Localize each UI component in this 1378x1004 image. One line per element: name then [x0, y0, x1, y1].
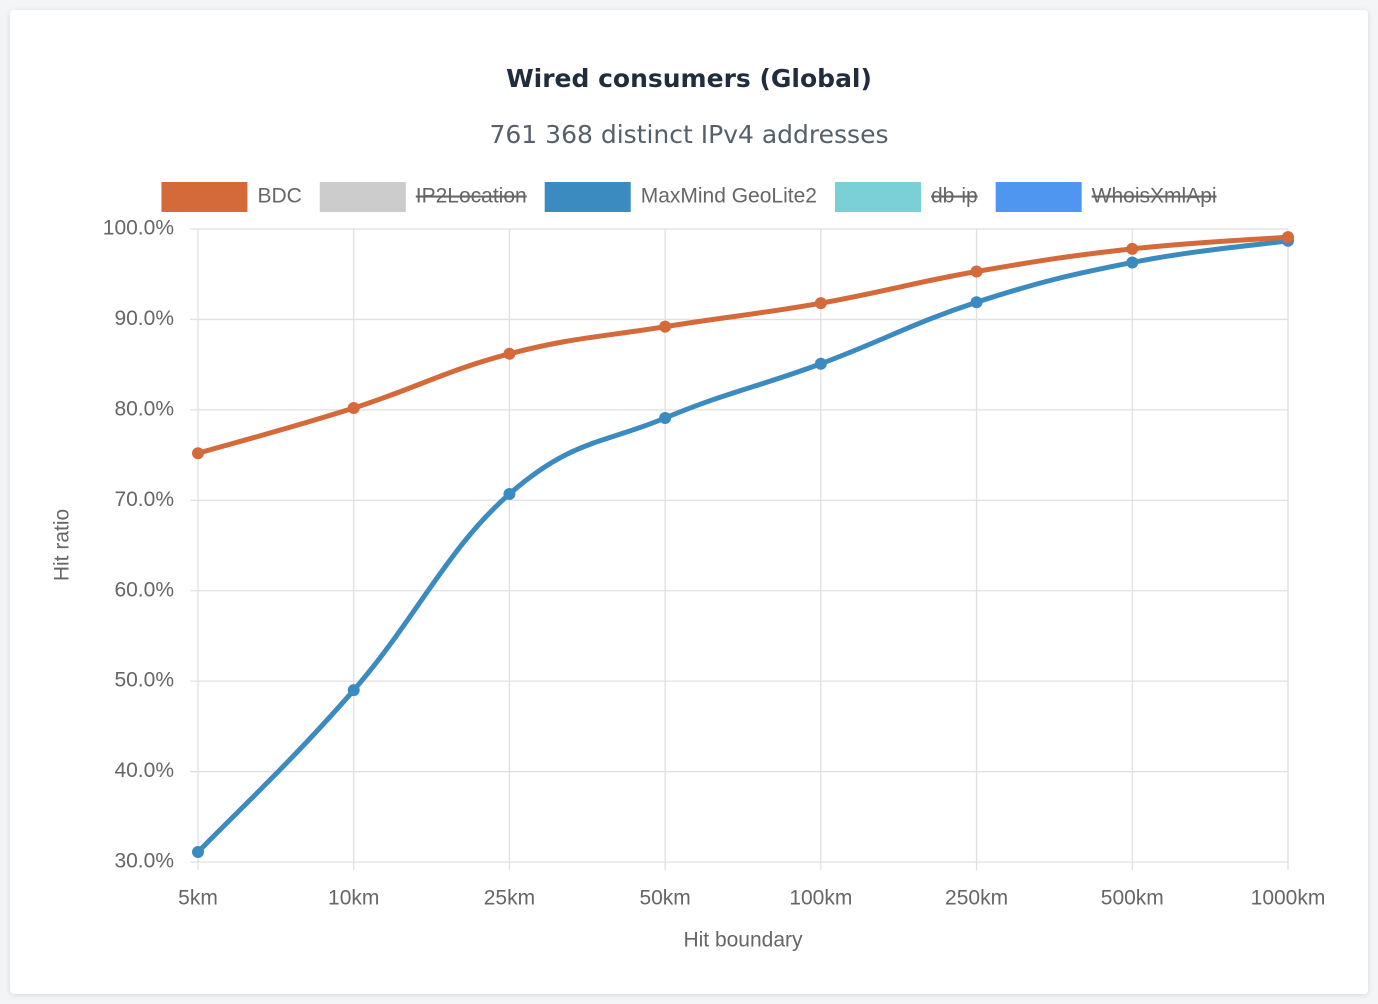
data-point — [814, 297, 827, 310]
data-point — [1126, 242, 1139, 255]
legend-item: MaxMind GeoLite2 — [544, 182, 817, 212]
data-point — [503, 347, 516, 360]
data-point — [192, 846, 204, 859]
x-tick-label: 100km — [789, 887, 852, 910]
legend-label: IP2Location — [416, 185, 527, 208]
x-tick-label: 10km — [328, 887, 379, 910]
legend-label: MaxMind GeoLite2 — [641, 185, 817, 208]
data-point — [814, 357, 827, 370]
data-point — [659, 320, 672, 333]
legend-item: WhoisXmlApi — [995, 182, 1217, 212]
legend-swatch — [544, 182, 631, 212]
y-tick-label: 70.0% — [114, 488, 174, 511]
legend-swatch — [834, 182, 921, 212]
data-point — [1126, 256, 1139, 269]
x-tick-label: 1000km — [1251, 887, 1326, 910]
chart-subtitle: 761 368 distinct IPv4 addresses — [490, 120, 889, 149]
series-line — [196, 238, 1289, 854]
legend-label: WhoisXmlApi — [1092, 185, 1217, 208]
legend-item: IP2Location — [319, 182, 527, 212]
data-point — [503, 487, 516, 500]
data-point — [192, 447, 204, 460]
y-axis-label: Hit ratio — [51, 509, 74, 581]
series-line — [197, 234, 1289, 456]
legend-label: BDC — [257, 185, 301, 208]
y-tick-label: 80.0% — [114, 397, 174, 420]
y-tick-label: 100.0% — [103, 217, 174, 240]
y-tick-label: 60.0% — [114, 578, 174, 601]
y-tick-label: 90.0% — [114, 307, 174, 330]
x-tick-label: 25km — [484, 887, 535, 910]
x-tick-label: 50km — [639, 887, 690, 910]
chart-title: Wired consumers (Global) — [506, 64, 872, 93]
card — [10, 10, 1368, 994]
y-tick-label: 40.0% — [114, 759, 174, 782]
legend-item: db-ip — [834, 182, 978, 212]
legend-swatch — [161, 182, 248, 212]
x-tick-label: 5km — [178, 887, 218, 910]
legend-item: BDC — [161, 182, 302, 212]
data-point — [659, 411, 672, 424]
y-tick-label: 30.0% — [114, 850, 174, 873]
x-tick-label: 500km — [1101, 887, 1164, 910]
x-tick-label: 250km — [945, 887, 1008, 910]
legend-swatch — [319, 182, 406, 212]
y-tick-label: 50.0% — [114, 669, 174, 692]
data-point — [347, 402, 360, 415]
legend-label: db-ip — [931, 185, 978, 208]
data-point — [970, 265, 983, 278]
legend: BDC IP2Location MaxMind GeoLite2 db-ip Whois… — [161, 182, 1217, 212]
legend-swatch — [995, 182, 1082, 212]
data-point — [1282, 231, 1294, 244]
data-point — [347, 684, 360, 697]
data-point — [970, 296, 983, 309]
x-axis-label: Hit boundary — [683, 929, 803, 952]
